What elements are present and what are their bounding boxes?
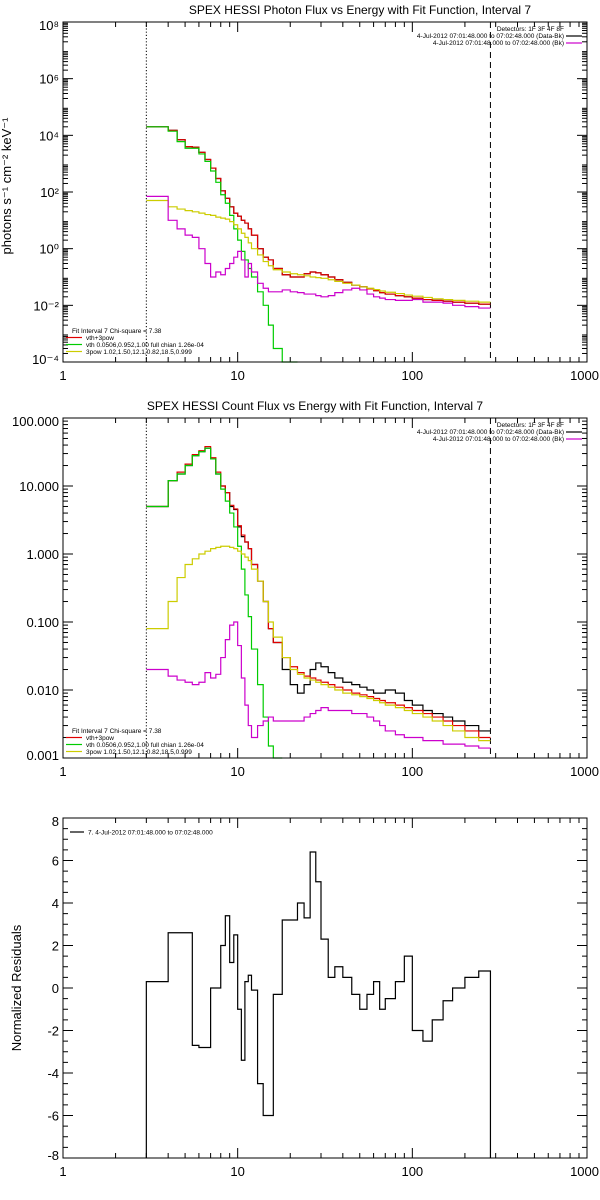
series-line (146, 447, 491, 732)
residuals-ylabel: Normalized Residuals (9, 924, 24, 1051)
legend-entry: Detectors: 1F 3F 4F 8F (497, 26, 564, 33)
count-flux-series (146, 445, 491, 759)
legend-entry: Fit Interval 7 Chi-square = 7.38 (72, 328, 162, 335)
x-tick-label: 1000 (570, 764, 599, 779)
x-tick-label: 10 (230, 1164, 244, 1179)
x-tick-label: 1 (59, 368, 66, 383)
residuals-x-ticks: 1 10 100 1000 (59, 818, 599, 1179)
photon-flux-panel: SPEX HESSI Photon Flux vs Energy with Fi… (0, 3, 599, 383)
series-line (146, 126, 491, 305)
x-tick-label: 10 (230, 368, 244, 383)
y-tick-label: -4 (47, 1066, 59, 1081)
series-line (146, 126, 298, 363)
residuals-y-ticks: -8 -6 -4 -2 0 2 4 6 8 (47, 814, 587, 1163)
count-flux-vlines (145, 418, 491, 758)
y-tick-label: -8 (47, 1148, 59, 1163)
x-tick-label: 10 (230, 764, 244, 779)
count-flux-legend-bottom-left: Fit Interval 7 Chi-square = 7.38 vth+3po… (66, 728, 204, 756)
y-tick-label: 4 (52, 896, 59, 911)
y-tick-label: 0.100 (26, 615, 59, 630)
photon-flux-x-ticks: 1 10 100 1000 (59, 22, 599, 383)
x-tick-label: 100 (401, 1164, 423, 1179)
legend-entry: 4-Jul-2012 07:01:48.000 to 07:02:48.000 … (433, 40, 564, 47)
count-flux-title: SPEX HESSI Count Flux vs Energy with Fit… (147, 399, 483, 413)
count-flux-y-ticks: 0.001 0.010 0.100 1.000 10.000 100.000 (12, 414, 587, 763)
series-line (146, 199, 491, 303)
legend-entry: vth+3pow (86, 335, 114, 342)
y-tick-label: 10⁴ (39, 128, 59, 143)
y-tick-label: 6 (52, 854, 59, 869)
y-tick-label: 8 (52, 814, 59, 829)
y-tick-label: -6 (47, 1109, 59, 1124)
legend-entry: 4-Jul-2012 07:01:48.000 to 07:02:48.000 … (417, 33, 564, 40)
residuals-legend: 7. 4-Jul-2012 07:01:48.000 to 07:02:48.0… (70, 830, 213, 837)
y-tick-label: 100.000 (12, 414, 59, 429)
residuals-frame (62, 817, 588, 1159)
y-tick-label: 1.000 (26, 547, 59, 562)
series-line (146, 621, 491, 749)
series-line (146, 445, 491, 739)
x-tick-label: 1000 (570, 1164, 599, 1179)
photon-flux-ylabel: photons s⁻¹ cm⁻² keV⁻¹ (0, 117, 14, 255)
y-tick-label: -2 (47, 1024, 59, 1039)
legend-entry: Detectors: 1F 3F 4F 8F (497, 422, 564, 429)
photon-flux-y-ticks: 10⁻⁴ 10⁻² 10⁰ 10² 10⁴ 10⁶ 10⁸ (32, 18, 587, 367)
y-tick-label: 10⁶ (39, 72, 59, 87)
photon-flux-legend-bottom-left: Fit Interval 7 Chi-square = 7.38 vth+3po… (66, 328, 204, 356)
y-tick-label: 10² (40, 185, 59, 200)
legend-entry: vth+3pow (86, 735, 114, 742)
y-tick-label: 2 (52, 939, 59, 954)
series-line (146, 447, 283, 759)
series-line (145, 851, 492, 1158)
y-tick-label: 10.000 (19, 479, 59, 494)
legend-entry: vth 0.0506,0.952,1.00 full chian 1.26e-0… (86, 342, 204, 349)
residuals-panel: Normalized Residuals -8 -6 -4 -2 0 2 4 6 8 1 10 10… (9, 814, 599, 1179)
legend-entry: 7. 4-Jul-2012 07:01:48.000 to 07:02:48.0… (88, 830, 213, 837)
y-tick-label: 0 (52, 981, 59, 996)
photon-flux-vlines (145, 22, 491, 362)
count-flux-frame (62, 417, 588, 759)
count-flux-panel: SPEX HESSI Count Flux vs Energy with Fit… (12, 399, 599, 779)
series-line (146, 545, 491, 742)
y-tick-label: 0.010 (26, 683, 59, 698)
legend-entry: Fit Interval 7 Chi-square = 7.38 (72, 728, 162, 735)
photon-flux-series (146, 126, 491, 363)
count-flux-legend-top-right: Detectors: 1F 3F 4F 8F 4-Jul-2012 07:01:… (417, 422, 582, 443)
y-tick-label: 0.001 (26, 748, 59, 763)
legend-entry: vth 0.0506,0.952,1.00 full chian 1.26e-0… (86, 742, 204, 749)
x-tick-label: 1 (59, 1164, 66, 1179)
residuals-series (145, 851, 492, 1158)
series-line (146, 195, 491, 309)
y-tick-label: 10⁻⁴ (32, 352, 59, 367)
x-tick-label: 1000 (570, 368, 599, 383)
photon-flux-frame (62, 21, 588, 363)
count-flux-x-ticks: 1 10 100 1000 (59, 418, 599, 779)
photon-flux-legend-top-right: Detectors: 1F 3F 4F 8F 4-Jul-2012 07:01:… (417, 26, 582, 47)
legend-entry: 4-Jul-2012 07:01:48.000 to 07:02:48.000 … (433, 436, 564, 443)
legend-entry: 3pow 1.02,1.50,12.1,0.82,18.5,0.999 (86, 349, 192, 356)
y-tick-label: 10⁻² (33, 298, 59, 313)
legend-entry: 3pow 1.02,1.50,12.1,0.82,18.5,0.999 (86, 749, 192, 756)
y-tick-label: 10⁸ (39, 18, 59, 33)
x-tick-label: 1 (59, 764, 66, 779)
legend-entry: 4-Jul-2012 07:01:48.000 to 07:02:48.000 … (417, 429, 564, 436)
x-tick-label: 100 (401, 764, 423, 779)
y-tick-label: 10⁰ (39, 242, 59, 257)
x-tick-label: 100 (401, 368, 423, 383)
photon-flux-title: SPEX HESSI Photon Flux vs Energy with Fi… (189, 3, 531, 17)
